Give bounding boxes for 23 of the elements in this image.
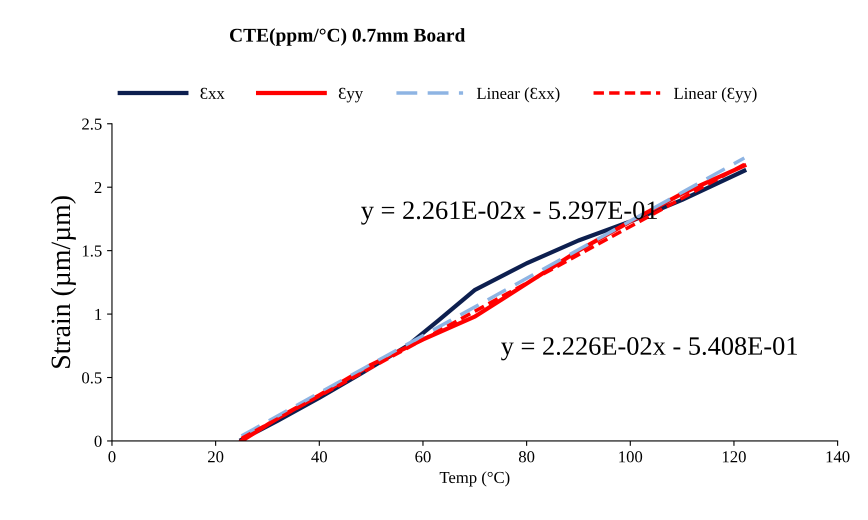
x-tick-label: 60 [415,451,431,462]
y-tick-label: 2.5 [82,118,102,130]
x-tick-label: 20 [208,451,224,462]
y-tick-label: 1.5 [82,245,102,257]
legend-label: Ɛxx [200,88,225,99]
legend-label: Linear (Ɛxx) [476,87,560,102]
y-tick-label: 0 [94,436,102,447]
x-tick-label: 140 [826,451,850,462]
annotation: y = 2.226E-02x - 5.408E-01 [501,337,797,360]
x-tick-label: 40 [311,451,327,462]
legend-label: Linear (Ɛyy) [674,87,757,102]
y-tick-label: 2 [94,182,102,193]
annotation: y = 2.261E-02x - 5.297E-01 [361,201,657,225]
y-tick-label: 1 [95,308,102,320]
x-axis-title: Temp (°C) [440,471,510,486]
x-tick-label: 120 [722,451,746,462]
y-axis-title: Strain (µm/µm) [50,196,76,368]
x-tick-label: 100 [619,451,642,462]
x-tick-label: 0 [108,451,116,462]
x-tick-label: 80 [518,451,534,462]
chart-title: CTE(ppm/°C) 0.7mm Board [230,28,466,46]
legend-label: Ɛyy [338,88,364,102]
y-tick-label: 0.5 [82,372,102,384]
